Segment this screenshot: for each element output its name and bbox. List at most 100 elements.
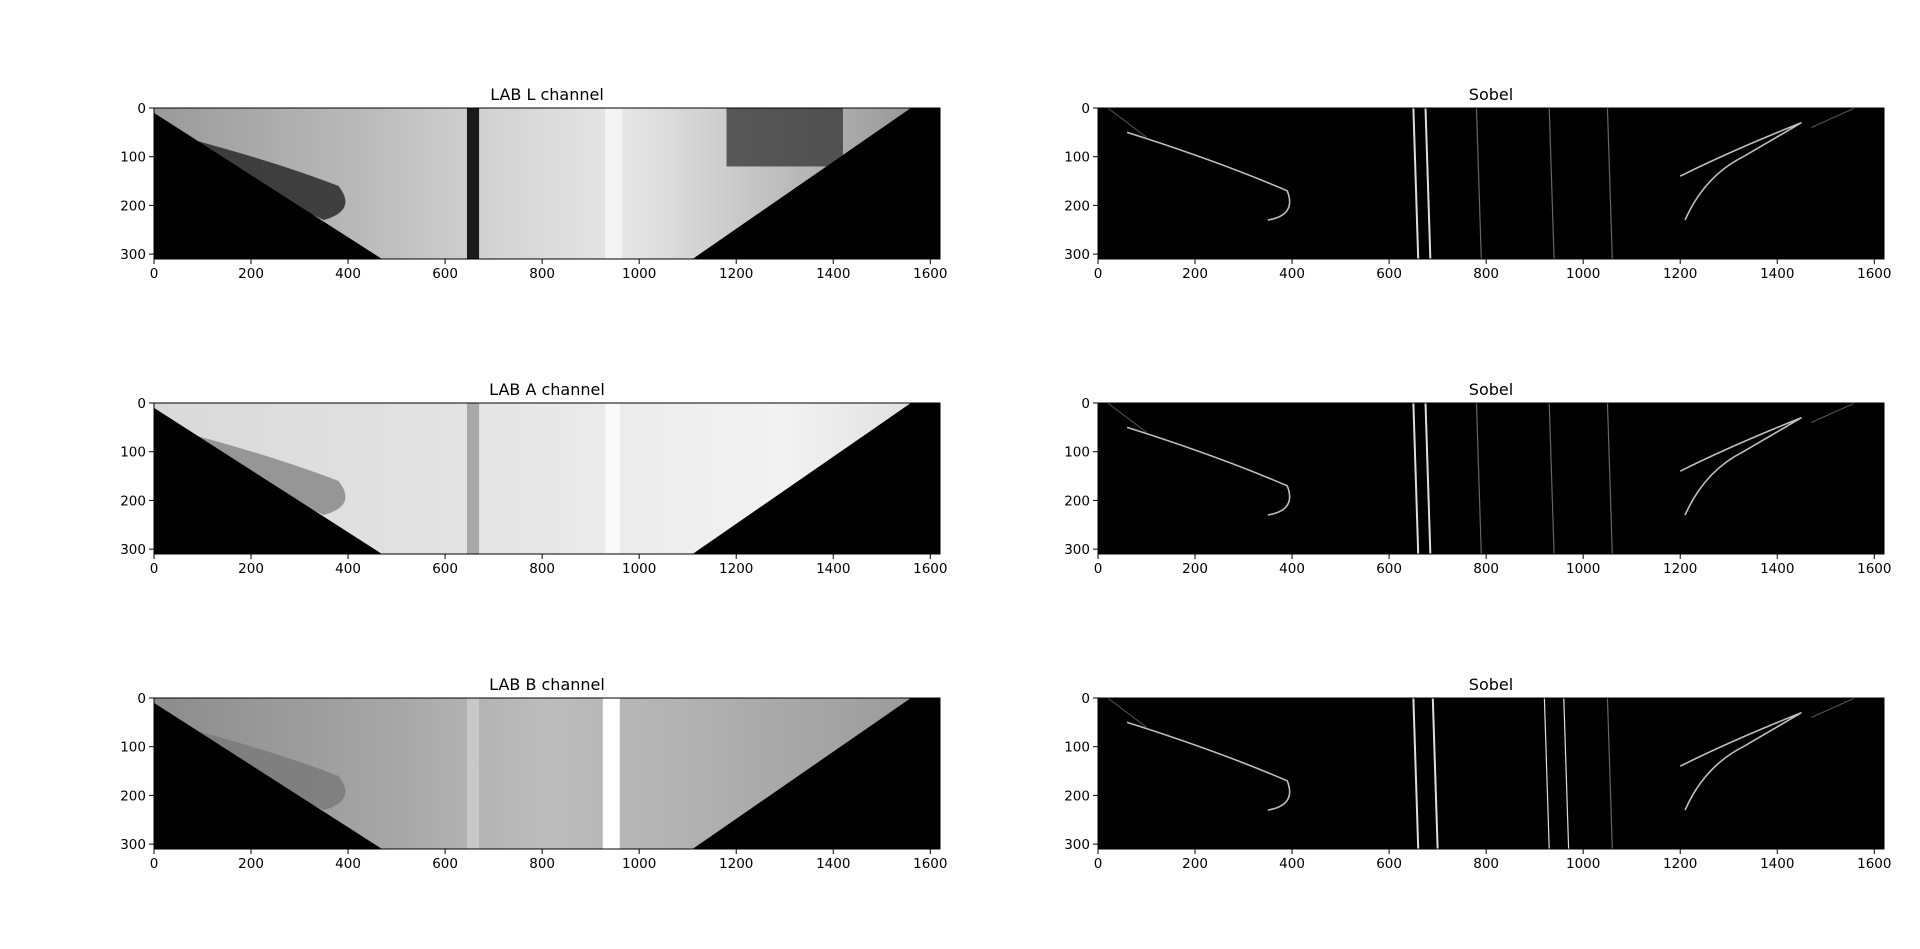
dark-pole xyxy=(466,108,480,259)
edge-vertical xyxy=(1412,402,1420,555)
y-tick-label: 0 xyxy=(1081,101,1090,117)
y-tick-label: 0 xyxy=(137,691,146,707)
image-area xyxy=(1098,697,1884,850)
x-tick-label: 1200 xyxy=(719,856,753,872)
edge-vertical xyxy=(1424,107,1432,260)
edge-left-object xyxy=(1126,131,1291,221)
panel-lab-b-channel: LAB B channel 0 200 400 600 800 1000 1200 1400 1… xyxy=(120,675,947,872)
x-tick-label: 1200 xyxy=(1663,561,1697,577)
y-tick-label: 200 xyxy=(120,493,146,509)
mask-left-triangle xyxy=(154,112,383,259)
edge-mask-left xyxy=(1107,697,1147,728)
edge-left-object xyxy=(1126,426,1291,516)
x-tick-label: 800 xyxy=(1473,266,1499,282)
y-tick-label: 200 xyxy=(1064,493,1090,509)
y-tick-label: 300 xyxy=(1064,837,1090,853)
edge-vertical xyxy=(1606,107,1613,260)
image-area xyxy=(154,403,940,554)
x-tick-label: 400 xyxy=(335,856,361,872)
x-tick-label: 600 xyxy=(432,266,458,282)
edge-vertical xyxy=(1424,402,1432,555)
edge-vertical xyxy=(1548,402,1555,555)
x-tick-label: 200 xyxy=(1182,856,1208,872)
y-tick-label: 200 xyxy=(1064,198,1090,214)
mask-right-triangle xyxy=(692,698,940,849)
y-tick-label: 0 xyxy=(137,101,146,117)
image-area xyxy=(1098,107,1884,260)
x-tick-label: 400 xyxy=(335,266,361,282)
y-tick-label: 100 xyxy=(120,150,146,166)
y-tick-label: 200 xyxy=(120,788,146,804)
panel-sobel-a: Sobel 0 200 400 600 800 1000 1200 1400 1600 0 100… xyxy=(1064,380,1891,577)
edge-vertical xyxy=(1606,697,1613,850)
edge-vertical xyxy=(1606,402,1613,555)
x-tick-label: 0 xyxy=(150,856,159,872)
mask-right-triangle xyxy=(692,108,940,259)
x-tick-label: 1000 xyxy=(622,856,656,872)
y-tick-label: 100 xyxy=(1064,445,1090,461)
edge-left-object xyxy=(1126,721,1291,811)
panel-title: Sobel xyxy=(1469,380,1513,399)
x-tick-label: 200 xyxy=(1182,561,1208,577)
x-tick-label: 1600 xyxy=(913,266,947,282)
edge-mask-left xyxy=(1107,107,1147,138)
x-tick-label: 1200 xyxy=(719,266,753,282)
x-axis-ticks: 0 200 400 600 800 1000 1200 1400 1600 xyxy=(150,849,947,872)
x-tick-label: 1000 xyxy=(622,561,656,577)
edge-right-object xyxy=(1679,121,1802,221)
sobel-background xyxy=(1098,108,1884,259)
axes-frame xyxy=(1097,402,1885,555)
x-tick-label: 1400 xyxy=(816,856,850,872)
edge-mask-right xyxy=(1811,107,1856,128)
y-tick-label: 100 xyxy=(120,740,146,756)
y-axis-ticks: 0 100 200 300 xyxy=(120,101,154,263)
x-tick-label: 1400 xyxy=(816,266,850,282)
x-tick-label: 400 xyxy=(1279,856,1305,872)
y-axis-ticks: 0 100 200 300 xyxy=(120,396,154,558)
x-tick-label: 1000 xyxy=(1566,266,1600,282)
edge-right-object xyxy=(1679,711,1802,811)
x-tick-label: 1600 xyxy=(1857,561,1891,577)
y-tick-label: 0 xyxy=(1081,691,1090,707)
x-tick-label: 1600 xyxy=(1857,266,1891,282)
panel-sobel-l: Sobel 0 200 400 600 800 1000 1200 1400 1600 0 100… xyxy=(1064,85,1891,282)
x-tick-label: 1000 xyxy=(622,266,656,282)
panel-title: Sobel xyxy=(1469,85,1513,104)
x-tick-label: 400 xyxy=(1279,266,1305,282)
axes-frame xyxy=(1097,697,1885,850)
edge-vertical xyxy=(1475,402,1482,555)
edge-mask-right xyxy=(1811,697,1856,718)
x-tick-label: 0 xyxy=(1094,856,1103,872)
edge-vertical xyxy=(1412,697,1420,850)
x-tick-label: 400 xyxy=(1279,561,1305,577)
x-axis-ticks: 0 200 400 600 800 1000 1200 1400 1600 xyxy=(1094,554,1891,577)
y-tick-label: 100 xyxy=(1064,150,1090,166)
panel-lab-l-channel: LAB L channel 0 200 400 600 800 1000 1200 1400 1… xyxy=(120,85,947,282)
mask-right-triangle xyxy=(692,403,940,554)
x-tick-label: 1200 xyxy=(719,561,753,577)
gray-pole xyxy=(466,403,480,554)
x-tick-label: 600 xyxy=(1376,561,1402,577)
x-tick-label: 200 xyxy=(238,266,264,282)
y-tick-label: 300 xyxy=(1064,247,1090,263)
x-axis-ticks: 0 200 400 600 800 1000 1200 1400 1600 xyxy=(1094,259,1891,282)
y-axis-ticks: 0 100 200 300 xyxy=(1064,691,1098,853)
edge-vertical xyxy=(1543,697,1550,850)
x-tick-label: 1000 xyxy=(1566,561,1600,577)
dark-region xyxy=(726,108,843,167)
y-tick-label: 200 xyxy=(120,198,146,214)
x-tick-label: 1400 xyxy=(816,561,850,577)
x-tick-label: 800 xyxy=(1473,856,1499,872)
bright-stripe xyxy=(602,698,620,849)
bright-stripe xyxy=(605,403,620,554)
panel-sobel-b: Sobel 0 200 400 600 800 1000 1200 1400 1600 0 100… xyxy=(1064,675,1891,872)
x-tick-label: 1200 xyxy=(1663,856,1697,872)
y-tick-label: 0 xyxy=(1081,396,1090,412)
x-tick-label: 1600 xyxy=(913,856,947,872)
x-tick-label: 1200 xyxy=(1663,266,1697,282)
edge-vertical xyxy=(1548,107,1555,260)
x-tick-label: 1000 xyxy=(1566,856,1600,872)
x-tick-label: 600 xyxy=(432,856,458,872)
x-tick-label: 200 xyxy=(1182,266,1208,282)
